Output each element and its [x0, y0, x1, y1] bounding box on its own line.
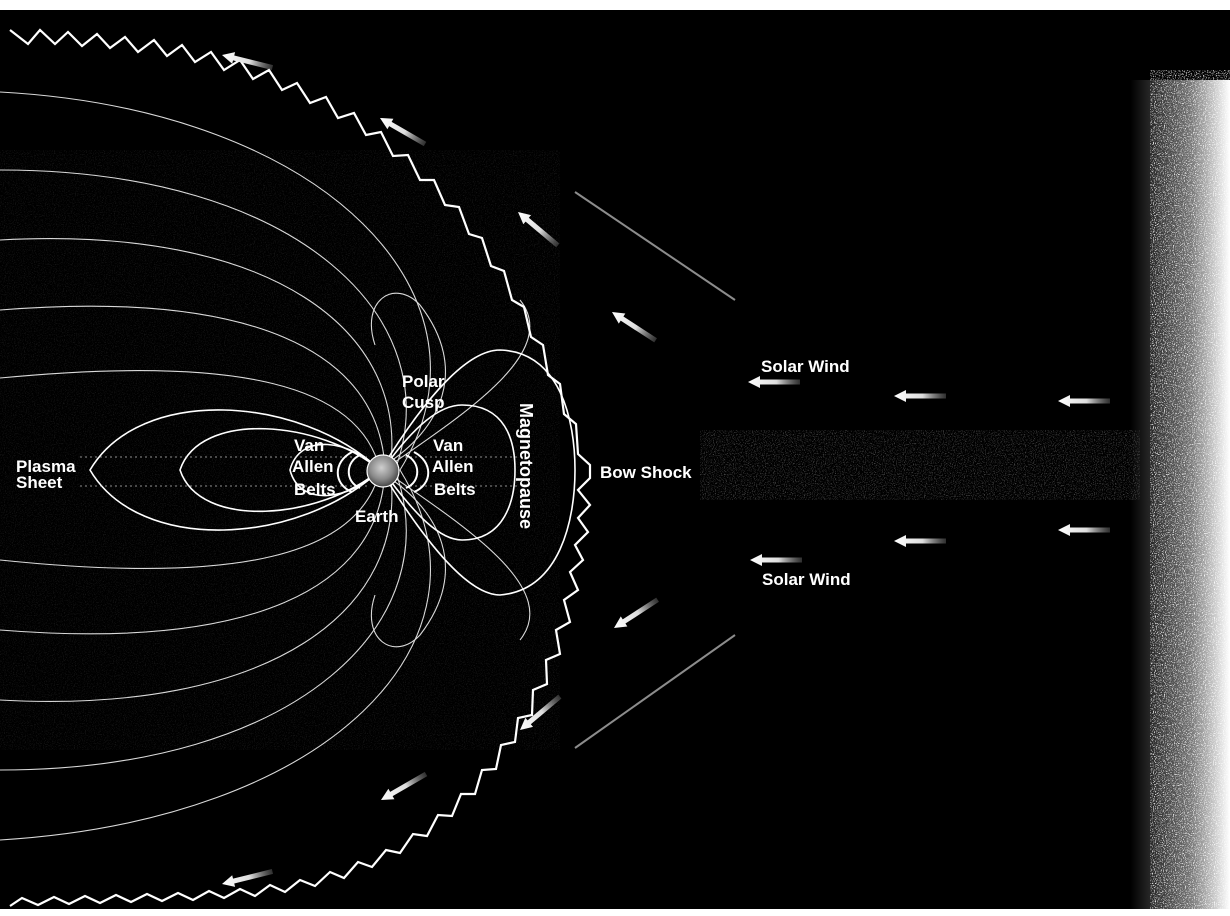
- magnetosphere-field-lines: [0, 91, 531, 841]
- van-allen-right-line-1: Van: [433, 436, 463, 455]
- earth-globe-icon: [366, 454, 400, 488]
- van-allen-left-line-3: Belts: [294, 480, 336, 499]
- magnetopause-lines: [381, 349, 576, 596]
- polar-cusp-line-2: Cusp: [402, 393, 445, 412]
- solar-wind-top-label: Solar Wind: [761, 357, 850, 376]
- magnetopause-label: Magnetopause: [516, 403, 536, 529]
- van-allen-left-line-2: Allen: [292, 457, 334, 476]
- van-allen-crescents: [336, 451, 430, 493]
- plasma-sheet-line-1: Plasma: [16, 457, 76, 476]
- sun-speckle: [1150, 70, 1230, 910]
- plasma-sheet-label: Plasma Sheet: [16, 457, 80, 492]
- solar-wind-streaks: [574, 191, 736, 749]
- bow-shock-label: Bow Shock: [600, 463, 692, 482]
- plasma-speckle: [0, 150, 560, 750]
- solar-wind-bottom-label: Solar Wind: [762, 570, 851, 589]
- van-allen-left-line-1: Van: [294, 436, 324, 455]
- plasma-sheet-line-2: Sheet: [16, 473, 63, 492]
- bow-shock-line: [9, 28, 592, 907]
- earth-label: Earth: [355, 507, 398, 526]
- polar-cusp-line-1: Polar: [402, 372, 445, 391]
- van-allen-right-label: Van Allen Belts: [432, 436, 478, 499]
- polar-cusp-label: Polar Cusp: [402, 372, 449, 412]
- van-allen-left-label: Van Allen Belts: [292, 436, 338, 499]
- wind-speckle: [700, 430, 1140, 500]
- van-allen-right-line-2: Allen: [432, 457, 474, 476]
- bottom-margin: [0, 909, 1230, 916]
- van-allen-right-line-3: Belts: [434, 480, 476, 499]
- top-margin: [0, 0, 1230, 10]
